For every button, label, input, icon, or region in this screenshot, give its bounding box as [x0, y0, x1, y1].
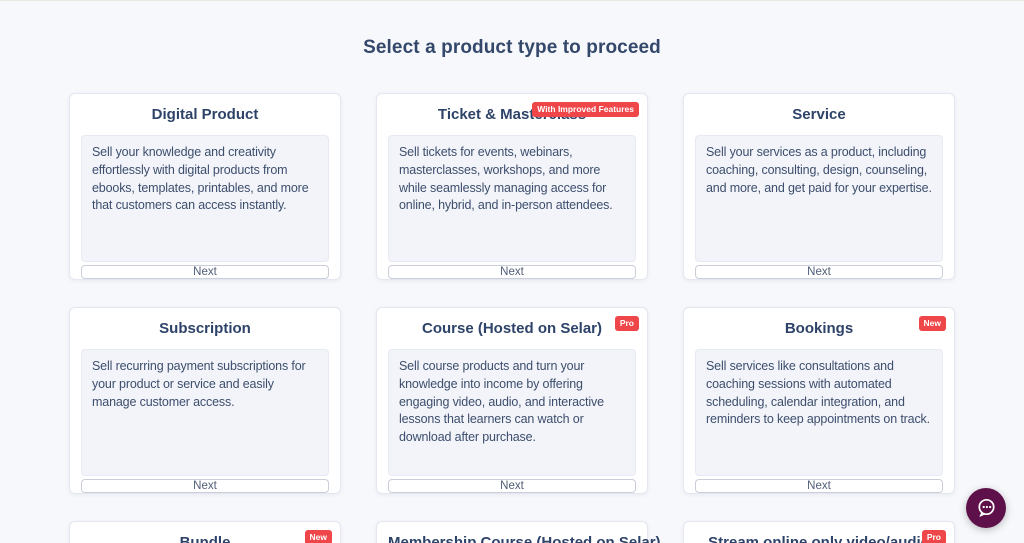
card-header: Subscription — [81, 319, 329, 338]
card-header: Course (Hosted on Selar) Pro — [388, 316, 639, 338]
chat-bubble-icon — [974, 496, 998, 520]
improved-features-badge: With Improved Features — [532, 102, 639, 117]
card-bookings[interactable]: Bookings New Sell services like consulta… — [683, 307, 955, 494]
next-button[interactable]: Next — [81, 479, 329, 493]
card-course-hosted[interactable]: Course (Hosted on Selar) Pro Sell course… — [376, 307, 648, 494]
card-bundle[interactable]: Bundle New — [69, 521, 341, 543]
page-title: Select a product type to proceed — [363, 37, 661, 58]
new-badge: New — [918, 316, 946, 331]
card-header: Ticket & Masterclass With Improved Featu… — [388, 102, 639, 124]
card-stream-video-audio[interactable]: Stream online only video/audio Pro — [683, 521, 955, 543]
pro-badge: Pro — [921, 530, 946, 543]
product-title: Stream online only video/audio — [708, 534, 930, 543]
product-title: Bookings — [784, 320, 854, 337]
card-membership-course[interactable]: Membership Course (Hosted on Selar)Turbo… — [376, 521, 661, 543]
card-digital-product[interactable]: Digital Product Sell your knowledge and … — [69, 93, 341, 280]
product-description: Sell course products and turn your knowl… — [388, 349, 636, 476]
next-button[interactable]: Next — [695, 479, 943, 493]
card-header: Digital Product — [81, 105, 329, 124]
product-title: Bundle — [179, 534, 231, 543]
product-title: Course (Hosted on Selar) — [421, 320, 603, 337]
product-title: Subscription — [159, 320, 251, 337]
new-badge: New — [304, 530, 332, 543]
card-header: Service — [695, 105, 943, 124]
product-description: Sell tickets for events, webinars, maste… — [388, 135, 636, 262]
product-description: Sell services like consultations and coa… — [695, 349, 943, 476]
next-button[interactable]: Next — [388, 479, 636, 493]
product-description: Sell your knowledge and creativity effor… — [81, 135, 329, 262]
card-header: Bundle New — [81, 530, 332, 543]
product-title: Digital Product — [151, 106, 259, 123]
next-button[interactable]: Next — [388, 265, 636, 279]
card-header: Bookings New — [695, 316, 946, 338]
product-title: Membership Course (Hosted on Selar) — [388, 534, 661, 543]
product-type-grid: Digital Product Sell your knowledge and … — [69, 93, 955, 543]
pro-badge: Pro — [614, 316, 639, 331]
chat-button[interactable] — [966, 488, 1006, 528]
card-header: Membership Course (Hosted on Selar)Turbo… — [388, 533, 661, 543]
card-header: Stream online only video/audio Pro — [695, 530, 946, 543]
next-button[interactable]: Next — [81, 265, 329, 279]
product-title: Service — [792, 106, 846, 123]
card-ticket-masterclass[interactable]: Ticket & Masterclass With Improved Featu… — [376, 93, 648, 280]
card-subscription[interactable]: Subscription Sell recurring payment subs… — [69, 307, 341, 494]
next-button[interactable]: Next — [695, 265, 943, 279]
product-description: Sell recurring payment subscriptions for… — [81, 349, 329, 476]
card-service[interactable]: Service Sell your services as a product,… — [683, 93, 955, 280]
product-description: Sell your services as a product, includi… — [695, 135, 943, 262]
